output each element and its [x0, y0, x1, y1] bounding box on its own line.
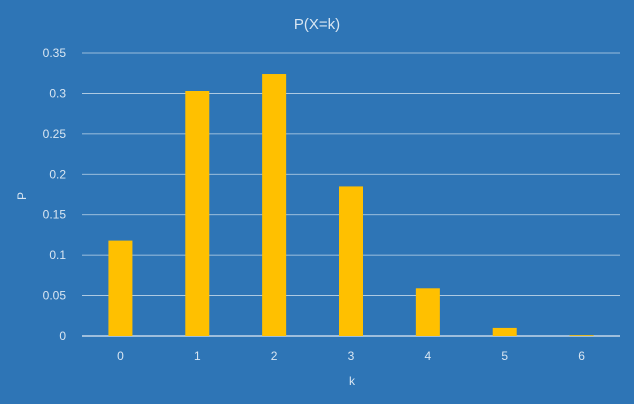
x-tick-label: 4	[425, 349, 432, 363]
x-tick-label: 5	[501, 349, 508, 363]
y-tick-label: 0.35	[43, 46, 67, 60]
gridlines	[82, 52, 620, 337]
bar-k-6	[569, 335, 594, 336]
x-tick-label: 3	[348, 349, 355, 363]
y-tick-label: 0.05	[43, 289, 67, 303]
bar-k-3	[339, 186, 363, 336]
bars	[108, 74, 594, 336]
bar-k-5	[492, 327, 517, 336]
x-axis-label: k	[349, 374, 356, 388]
bar-k-0	[108, 240, 133, 336]
x-tick-label: 6	[578, 349, 585, 363]
x-axis-ticks: 0 1 2 3 4 5 6	[117, 349, 585, 363]
chart-title: P(X=k)	[294, 16, 340, 33]
bar-k-4	[415, 288, 440, 336]
x-tick-label: 0	[117, 349, 124, 363]
y-tick-label: 0.15	[43, 208, 67, 222]
y-tick-label: 0	[59, 329, 66, 343]
bar-k-1	[185, 91, 210, 336]
x-tick-label: 1	[194, 349, 201, 363]
y-tick-label: 0.2	[49, 167, 66, 181]
bar-k-2	[262, 74, 287, 336]
y-axis-label: P	[15, 192, 29, 200]
y-tick-label: 0.25	[43, 127, 67, 141]
y-tick-label: 0.1	[49, 248, 66, 262]
y-axis-ticks: 0 0.05 0.1 0.15 0.2 0.25 0.3 0.35	[43, 46, 67, 343]
x-tick-label: 2	[271, 349, 278, 363]
y-tick-label: 0.3	[49, 86, 66, 100]
